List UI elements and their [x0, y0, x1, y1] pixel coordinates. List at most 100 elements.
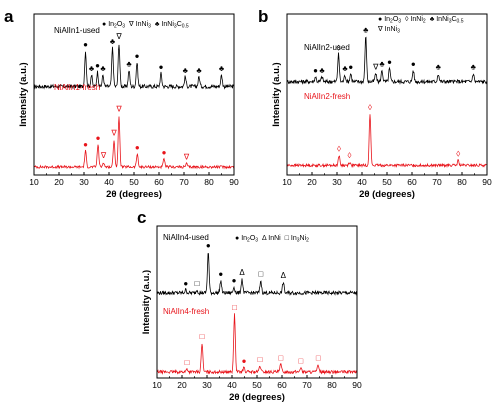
peak-marker: ●: [242, 356, 247, 365]
x-tick-label: 20: [307, 177, 317, 187]
x-tick-label: 90: [482, 177, 492, 187]
x-tick-label: 10: [29, 177, 39, 187]
peak-marker: ●: [95, 61, 100, 70]
panel-letter: a: [4, 7, 14, 26]
panel-b: b● ♣◊♣ ●♣∇ ♣ ● ● ♣ ♣NiAlIn2-used◊◊◊◊NiAlIn2-fre…: [258, 7, 492, 200]
legend: ● In2O3 Δ InNi □ In3Ni2: [235, 235, 309, 244]
peak-marker: ♣: [89, 64, 95, 73]
peak-marker: ●: [162, 148, 167, 157]
x-tick-label: 60: [154, 177, 164, 187]
peak-marker: ♣: [363, 26, 369, 35]
x-tick-label: 10: [152, 380, 162, 390]
x-axis-label: 2θ (degrees): [106, 189, 162, 200]
x-tick-label: 70: [179, 177, 189, 187]
peak-marker: ●: [83, 40, 88, 49]
peak-marker: ●: [411, 59, 416, 68]
x-axis-label: 2θ (degrees): [229, 392, 285, 403]
x-tick-label: 90: [229, 177, 239, 187]
peak-marker: ♣: [436, 63, 442, 72]
peak-marker: ∇: [100, 151, 107, 160]
peak-marker: □: [278, 353, 283, 362]
peak-marker: ∇: [115, 104, 122, 113]
legend-entry: ♣ InNi3C0.5: [430, 16, 464, 25]
x-tick-label: 60: [277, 380, 287, 390]
trace-NiAlIn2-fresh: [286, 114, 488, 169]
series-label: NiAlIn2-fresh: [304, 92, 350, 101]
peak-marker: ◊: [456, 150, 460, 159]
peak-marker: ●: [232, 276, 237, 285]
panel-a: a●♣ ● ♣♣∇♣●● ♣ ♣ ♣NiAlIn1-used●●∇∇∇●●∇NiAlIn1…: [4, 7, 239, 200]
peak-marker: Δ: [281, 271, 287, 280]
x-tick-label: 10: [282, 177, 292, 187]
peak-marker: ♣: [183, 66, 189, 75]
legend-entry: ∇ InNi3: [377, 25, 400, 35]
peak-marker: ●: [313, 66, 318, 75]
x-tick-label: 80: [204, 177, 214, 187]
peak-marker: ∇: [372, 63, 379, 72]
peak-marker: ♣: [471, 63, 477, 72]
trace-NiAlIn4-fresh: [156, 313, 358, 375]
x-axis-label: 2θ (degrees): [359, 189, 415, 200]
peak-marker: ●: [83, 140, 88, 149]
peak-marker: Δ: [239, 268, 245, 277]
trace-NiAlIn2-used: [286, 36, 488, 85]
peak-marker: ∇: [110, 129, 117, 138]
x-tick-label: 90: [352, 380, 362, 390]
legend-entry: ● In2O3: [102, 21, 125, 30]
peak-marker: ♣: [219, 64, 225, 73]
peak-marker: ●: [159, 63, 164, 72]
peak-marker: □: [232, 303, 237, 312]
y-axis-label: Intensity (a.u.): [271, 62, 282, 126]
peak-marker: □: [185, 358, 190, 367]
legend: ● In2O3 ∇ InNi3 ♣ InNi3C0.5: [102, 20, 189, 30]
trace-NiAlIn4-used: [156, 253, 358, 296]
peak-marker: □: [298, 356, 303, 365]
x-tick-label: 20: [177, 380, 187, 390]
peak-marker: □: [258, 355, 263, 364]
peak-marker: ♣: [110, 37, 116, 46]
peak-marker: ●: [206, 241, 211, 250]
peak-marker: ♣: [342, 64, 348, 73]
x-tick-label: 70: [302, 380, 312, 390]
x-tick-label: 80: [327, 380, 337, 390]
peak-marker: ●: [135, 51, 140, 60]
x-tick-label: 70: [432, 177, 442, 187]
y-axis-label: Intensity (a.u.): [18, 62, 29, 126]
x-tick-label: 40: [104, 177, 114, 187]
peak-marker: ●: [348, 63, 353, 72]
peak-marker: ◊: [348, 151, 352, 160]
panel-letter: b: [258, 7, 268, 26]
legend-entry: ♣ InNi3C0.5: [155, 21, 189, 30]
peak-marker: ∇: [115, 32, 122, 41]
series-label: NiAlIn4-used: [163, 233, 209, 242]
peak-marker: ♣: [319, 66, 325, 75]
series-label: NiAlIn1-used: [54, 26, 100, 35]
peak-marker: ◊: [368, 103, 372, 112]
x-tick-label: 30: [332, 177, 342, 187]
peak-marker: ♣: [379, 59, 385, 68]
trace-NiAlIn1-used: [33, 44, 235, 90]
legend-entry: □ In3Ni2: [285, 235, 309, 244]
peak-marker: ◊: [337, 43, 341, 52]
trace-NiAlIn1-fresh: [33, 116, 235, 170]
peak-marker: ●: [96, 133, 101, 142]
x-tick-label: 30: [202, 380, 212, 390]
legend-entry: Δ InNi: [262, 235, 281, 242]
peak-marker: ∇: [183, 153, 190, 162]
x-tick-label: 80: [457, 177, 467, 187]
legend-entry: ● In2O3: [235, 235, 258, 244]
x-tick-label: 30: [79, 177, 89, 187]
peak-marker: ●: [135, 143, 140, 152]
peak-marker: ●: [387, 58, 392, 67]
x-tick-label: 50: [382, 177, 392, 187]
x-tick-label: 50: [129, 177, 139, 187]
peak-marker: ◊: [337, 145, 341, 154]
peak-marker: □: [316, 353, 321, 362]
x-tick-label: 20: [54, 177, 64, 187]
legend-entry: ◊ InNi2: [405, 16, 426, 25]
legend: ● In2O3 ◊ InNi2 ♣ InNi3C0.5 ∇ InNi3: [377, 16, 464, 35]
x-tick-label: 60: [407, 177, 417, 187]
peak-marker: ●: [183, 279, 188, 288]
